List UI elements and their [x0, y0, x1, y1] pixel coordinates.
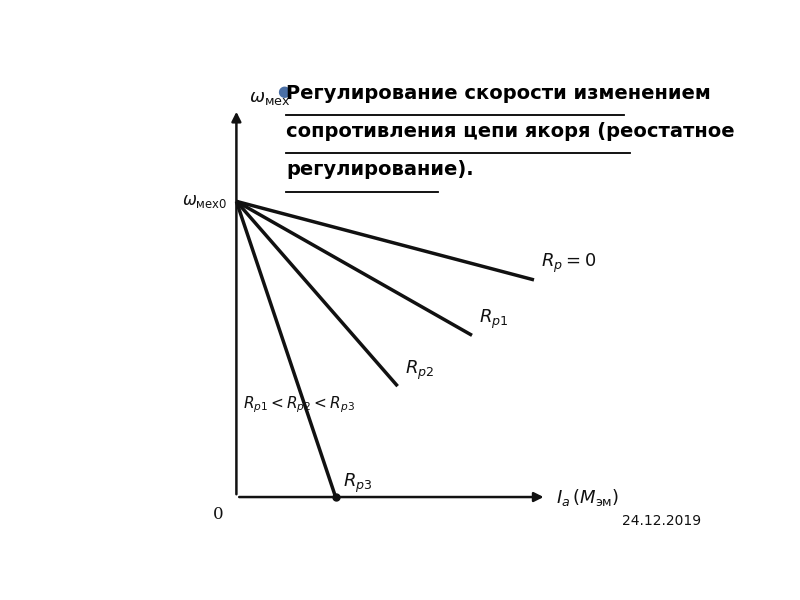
- Text: $R_p=0$: $R_p=0$: [542, 252, 597, 275]
- Text: $R_{p1}$: $R_{p1}$: [479, 308, 509, 331]
- Text: ●: ●: [277, 83, 290, 98]
- Text: $R_{p1}<R_{p2}<R_{p3}$: $R_{p1}<R_{p2}<R_{p3}$: [242, 394, 354, 415]
- Text: $I_a\,(M_{\mathrm{эм}})$: $I_a\,(M_{\mathrm{эм}})$: [556, 487, 619, 508]
- Text: Регулирование скорости изменением: Регулирование скорости изменением: [286, 83, 710, 103]
- Text: сопротивления цепи якоря (реостатное: сопротивления цепи якоря (реостатное: [286, 122, 734, 141]
- Text: $R_{p3}$: $R_{p3}$: [343, 472, 373, 495]
- Text: регулирование).: регулирование).: [286, 160, 474, 179]
- Text: $\omega_{\mathrm{мех}}$: $\omega_{\mathrm{мех}}$: [249, 89, 290, 107]
- Text: $\omega_{\mathrm{мех0}}$: $\omega_{\mathrm{мех0}}$: [182, 193, 227, 210]
- Text: 24.12.2019: 24.12.2019: [622, 514, 702, 529]
- Text: $R_{p2}$: $R_{p2}$: [405, 358, 434, 382]
- Text: 0: 0: [214, 506, 224, 523]
